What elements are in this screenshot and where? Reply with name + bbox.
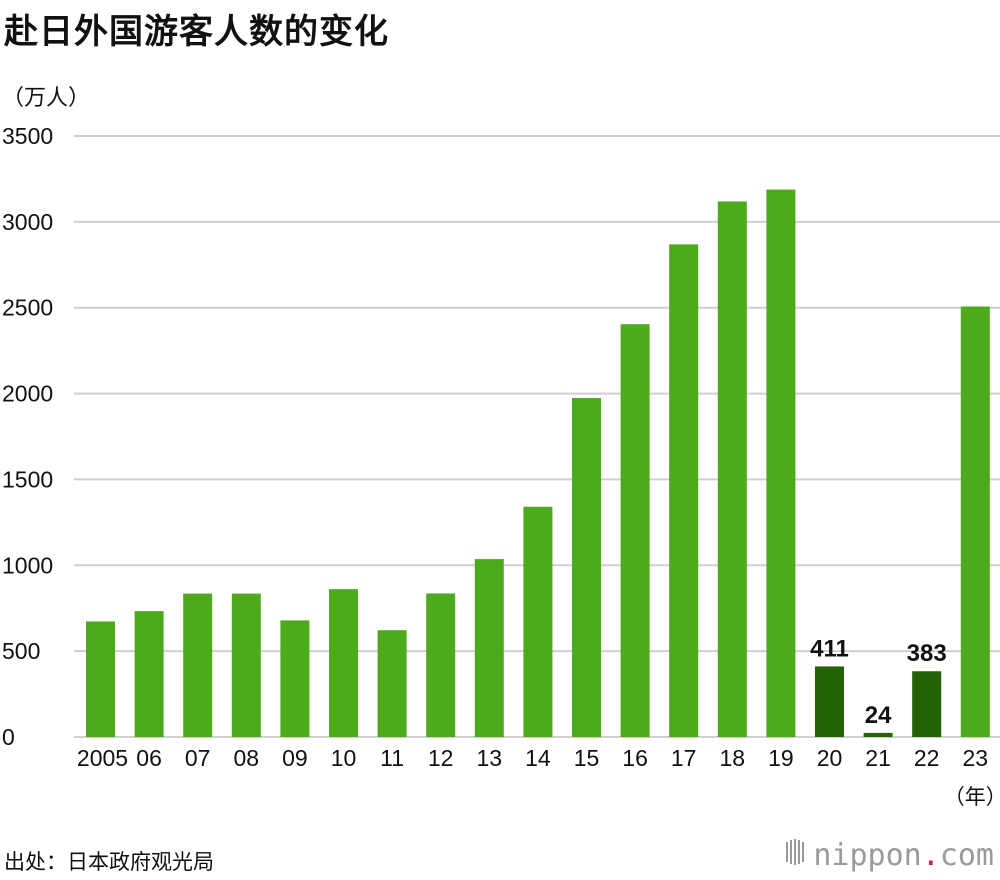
x-tick-label: 13 [477, 745, 503, 771]
x-tick-label: 20 [817, 745, 843, 771]
chart-title: 赴日外国游客人数的变化 [4, 12, 389, 52]
x-tick-label: 22 [914, 745, 940, 771]
bar [86, 621, 115, 737]
x-tick-label: 08 [234, 745, 260, 771]
bar-chart: 0 500 1000 1500 2000 2500 3000 3500 2005 06 07 08 09… [2, 123, 1000, 809]
y-tick-label: 500 [2, 638, 40, 664]
x-tick-label: 15 [574, 745, 600, 771]
bar [426, 593, 456, 737]
bar [669, 244, 699, 737]
data-label: 24 [865, 702, 892, 729]
x-tick-label: 23 [963, 745, 989, 771]
x-tick-label: 09 [282, 745, 308, 771]
x-tick-label: 14 [525, 745, 551, 771]
bar [523, 506, 553, 737]
x-tick-label: 06 [136, 745, 162, 771]
bar [572, 398, 601, 737]
x-axis-unit-label: （年） [944, 786, 1000, 809]
bar [863, 732, 893, 737]
brand-dot: . [921, 838, 940, 873]
y-tick-label: 3000 [2, 209, 53, 235]
y-tick-label: 2000 [2, 381, 53, 407]
bar [329, 589, 358, 737]
bar [377, 630, 407, 737]
x-tick-label: 16 [622, 745, 648, 771]
brand-tld: com [939, 838, 994, 873]
bar [717, 201, 747, 737]
brand-logo: nippon. com [785, 838, 994, 873]
x-tick-label: 18 [720, 745, 746, 771]
x-tick-label: 07 [185, 745, 211, 771]
y-tick-label: 1500 [2, 466, 53, 492]
bar [183, 593, 213, 737]
bar [766, 189, 796, 738]
x-tick-label: 2005 [77, 745, 128, 771]
bar [912, 671, 942, 737]
y-tick-label: 0 [2, 724, 15, 750]
data-label: 383 [907, 640, 947, 667]
x-tick-label: 21 [865, 745, 891, 771]
y-tick-label: 2500 [2, 295, 53, 321]
nippon-logo-icon [785, 838, 807, 873]
x-tick-label: 11 [380, 745, 404, 771]
y-axis-unit-label: （万人） [2, 86, 91, 111]
bar [134, 611, 164, 737]
y-tick-label: 3500 [2, 123, 53, 149]
bar [280, 620, 310, 737]
y-tick-label: 1000 [2, 552, 53, 578]
x-tick-label: 10 [331, 745, 357, 771]
bar [620, 324, 650, 737]
brand-name: nippon [813, 838, 922, 873]
x-tick-label: 12 [428, 745, 454, 771]
bar [815, 666, 844, 737]
bar [474, 559, 504, 737]
bar [231, 593, 261, 737]
source-note: 出处：日本政府观光局 [4, 850, 214, 874]
data-label: 411 [810, 635, 849, 662]
x-tick-label: 19 [768, 745, 794, 771]
x-tick-label: 17 [671, 745, 697, 771]
bar [960, 306, 990, 737]
